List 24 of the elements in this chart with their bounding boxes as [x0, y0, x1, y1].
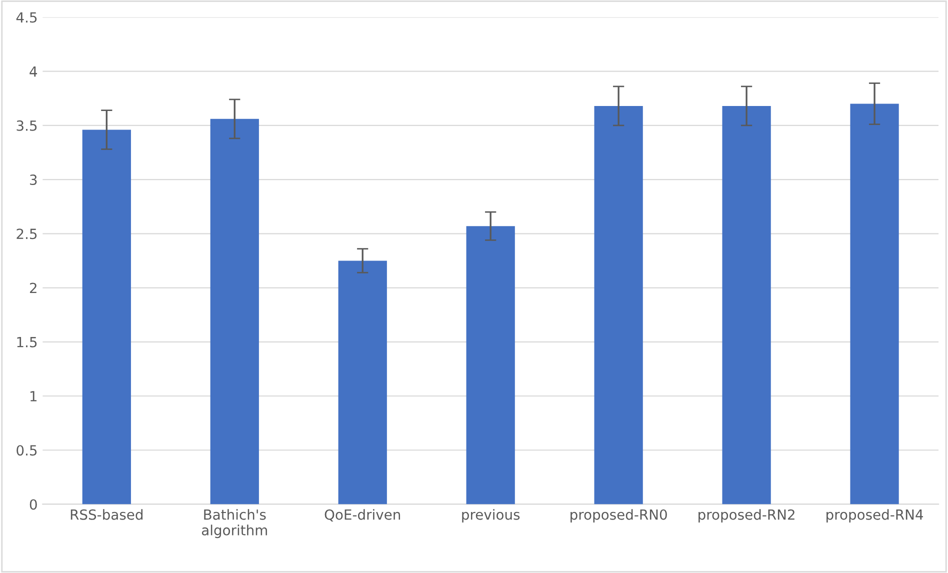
x-tick-label: QoE-driven [324, 509, 400, 522]
y-tick-label: 0 [30, 499, 37, 510]
x-tick-label: Bathich's algorithm [202, 509, 267, 538]
bar [338, 260, 387, 504]
x-tick-label: previous [462, 509, 520, 523]
y-tick-label: 0.5 [16, 445, 37, 456]
bar [722, 106, 771, 504]
y-tick-label: 1.5 [17, 337, 37, 348]
bar [210, 118, 259, 504]
x-tick-label: proposed-RN0 [570, 509, 667, 523]
bar [594, 106, 643, 504]
bar [466, 226, 515, 504]
y-tick-label: 1 [30, 391, 37, 402]
y-tick-label: 2 [30, 282, 36, 294]
bar [82, 130, 131, 504]
x-tick-label: proposed-RN2 [698, 509, 794, 523]
y-tick-label: 2.5 [16, 228, 37, 240]
bar [850, 104, 899, 504]
x-tick-label: RSS-based [70, 509, 142, 520]
y-tick-label: 3.5 [16, 120, 37, 131]
y-tick-label: 4.5 [16, 12, 37, 23]
y-tick-label: 4 [30, 66, 38, 77]
x-tick-label: proposed-RN4 [826, 509, 924, 523]
y-tick-label: 3 [30, 174, 37, 186]
